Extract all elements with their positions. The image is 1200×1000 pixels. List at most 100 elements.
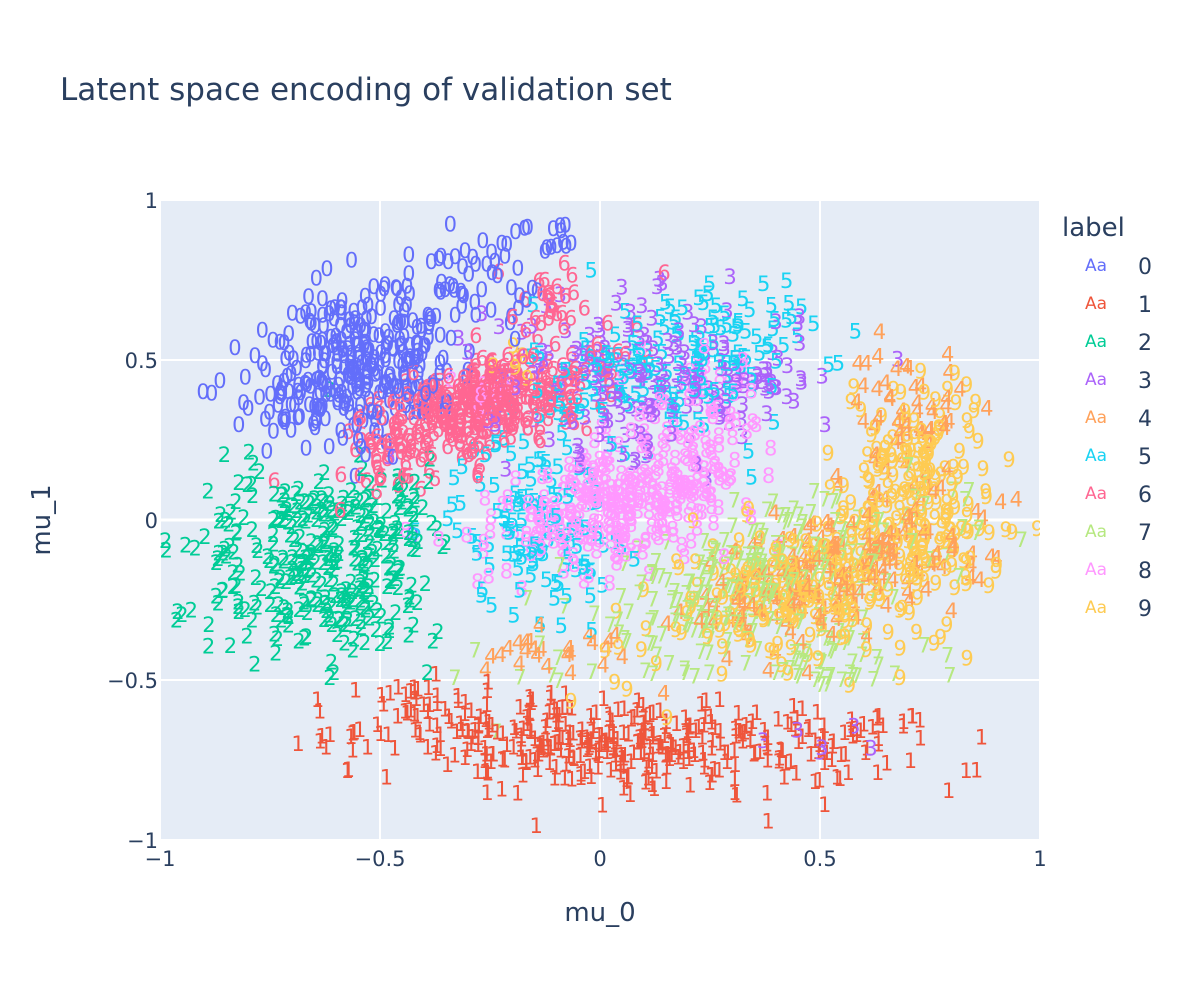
scatter-point-7: 7	[829, 509, 842, 533]
scatter-point-2: 2	[230, 522, 243, 546]
legend-item-6[interactable]: Aa 6	[1085, 483, 1152, 508]
scatter-point-4: 4	[660, 612, 673, 636]
scatter-point-8: 8	[604, 522, 617, 546]
scatter-point-1: 1	[640, 756, 653, 780]
legend-swatch: Aa	[1085, 560, 1107, 580]
scatter-point-7: 7	[682, 571, 695, 595]
scatter-point-1: 1	[705, 764, 718, 788]
scatter-point-5: 5	[768, 307, 781, 331]
scatter-point-6: 6	[462, 398, 475, 422]
legend-item-5[interactable]: Aa 5	[1085, 445, 1152, 470]
scatter-point-0: 0	[511, 257, 524, 281]
scatter-point-6: 6	[267, 469, 280, 493]
scatter-point-3: 3	[864, 737, 877, 761]
scatter-point-0: 0	[299, 436, 312, 460]
scatter-point-1: 1	[597, 687, 610, 711]
scatter-point-1: 1	[399, 700, 412, 724]
scatter-point-2: 2	[248, 653, 261, 677]
scatter-point-4: 4	[900, 414, 913, 438]
scatter-point-4: 4	[871, 344, 884, 368]
scatter-point-2: 2	[270, 507, 283, 531]
y-tick-label: −1	[127, 829, 158, 853]
scatter-point-2: 2	[268, 483, 281, 507]
legend-item-9[interactable]: Aa 9	[1085, 597, 1152, 622]
scatter-point-0: 0	[273, 381, 286, 405]
scatter-point-3: 3	[557, 406, 570, 430]
scatter-point-3: 3	[819, 413, 832, 437]
scatter-point-8: 8	[712, 460, 725, 484]
scatter-point-2: 2	[224, 634, 237, 658]
scatter-point-5: 5	[507, 604, 520, 628]
scatter-point-1: 1	[383, 681, 396, 705]
scatter-point-4: 4	[582, 624, 595, 648]
scatter-point-3: 3	[780, 385, 793, 409]
scatter-point-6: 6	[530, 403, 543, 427]
scatter-point-9: 9	[860, 614, 873, 638]
scatter-point-8: 8	[744, 380, 757, 404]
scatter-point-0: 0	[509, 220, 522, 244]
scatter-point-8: 8	[712, 424, 725, 448]
scatter-point-0: 0	[299, 301, 312, 325]
legend-swatch: Aa	[1085, 294, 1107, 314]
legend-item-8[interactable]: Aa 8	[1085, 559, 1152, 584]
scatter-point-8: 8	[632, 486, 645, 510]
scatter-point-8: 8	[601, 446, 614, 470]
scatter-point-2: 2	[368, 568, 381, 592]
scatter-point-9: 9	[852, 557, 865, 581]
scatter-point-7: 7	[614, 584, 627, 608]
scatter-point-5: 5	[528, 533, 541, 557]
scatter-point-7: 7	[746, 610, 759, 634]
scatter-point-1: 1	[787, 695, 800, 719]
scatter-point-4: 4	[513, 652, 526, 676]
scatter-point-6: 6	[443, 415, 456, 439]
scatter-point-4: 4	[939, 394, 952, 418]
scatter-point-1: 1	[495, 778, 508, 802]
y-tick-label: −0.5	[107, 669, 158, 693]
legend-item-1[interactable]: Aa 1	[1085, 293, 1152, 318]
scatter-point-6: 6	[387, 433, 400, 457]
scatter-point-1: 1	[481, 670, 494, 694]
scatter-point-2: 2	[300, 625, 313, 649]
scatter-point-2: 2	[282, 613, 295, 637]
scatter-point-4: 4	[851, 352, 864, 376]
scatter-point-1: 1	[914, 726, 927, 750]
scatter-point-5: 5	[505, 442, 518, 466]
scatter-point-4: 4	[945, 599, 958, 623]
legend-item-0[interactable]: Aa 0	[1085, 255, 1152, 280]
legend-item-3[interactable]: Aa 3	[1085, 369, 1152, 394]
scatter-point-1: 1	[462, 720, 475, 744]
scatter-point-0: 0	[374, 283, 387, 307]
scatter-point-1: 1	[526, 688, 539, 712]
scatter-point-4: 4	[873, 320, 886, 344]
scatter-point-1: 1	[543, 700, 556, 724]
legend: label Aa 0 Aa 1 Aa 2 Aa 3 Aa 4 Aa 5 Aa 6 Aa 7 Aa 8 Aa 9	[1062, 213, 1152, 622]
scatter-point-5: 5	[670, 323, 683, 347]
scatter-point-8: 8	[566, 461, 579, 485]
scatter-point-9: 9	[802, 568, 815, 592]
scatter-point-3: 3	[652, 353, 665, 377]
scatter-point-1: 1	[596, 793, 609, 817]
scatter-point-9: 9	[894, 637, 907, 661]
scatter-point-7: 7	[703, 567, 716, 591]
scatter-point-8: 8	[698, 335, 711, 359]
scatter-point-0: 0	[305, 330, 318, 354]
scatter-point-0: 0	[277, 331, 290, 355]
legend-item-4[interactable]: Aa 4	[1085, 407, 1152, 432]
scatter-point-9: 9	[743, 629, 756, 653]
scatter-point-7: 7	[952, 565, 965, 589]
y-axis-title: mu_1	[27, 484, 57, 555]
scatter-point-2: 2	[202, 613, 215, 637]
legend-item-2[interactable]: Aa 2	[1085, 331, 1152, 356]
scatter-point-9: 9	[894, 380, 907, 404]
scatter-point-4: 4	[980, 397, 993, 421]
scatter-point-7: 7	[681, 597, 694, 621]
scatter-point-4: 4	[769, 640, 782, 664]
x-tick-label: 1	[1033, 847, 1046, 871]
scatter-point-0: 0	[327, 307, 340, 331]
scatter-point-9: 9	[929, 467, 942, 491]
legend-item-7[interactable]: Aa 7	[1085, 521, 1152, 546]
scatter-point-1: 1	[464, 699, 477, 723]
scatter-point-9: 9	[779, 604, 792, 628]
legend-swatch: Aa	[1085, 408, 1107, 428]
scatter-point-0: 0	[444, 213, 457, 237]
